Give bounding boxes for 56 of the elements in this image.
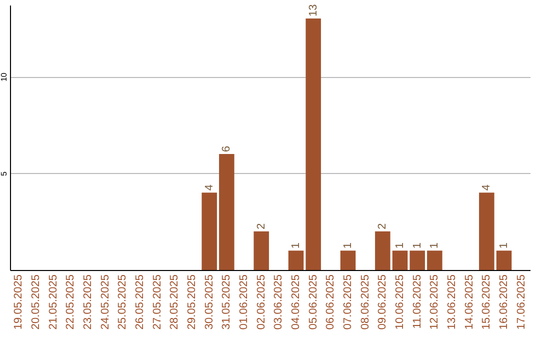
x-tick-label: 07.06.2025 [342, 274, 354, 330]
x-tick-label: 25.05.2025 [116, 274, 129, 330]
bar [375, 231, 390, 270]
bar [479, 192, 494, 270]
bar [306, 18, 321, 270]
x-tick-label: 08.06.2025 [359, 274, 372, 330]
bar [219, 154, 234, 270]
x-tick-label: 26.05.2025 [134, 274, 146, 330]
x-tick-label: 21.05.2025 [47, 274, 60, 330]
data-label: 6 [220, 146, 233, 152]
data-label: 13 [307, 4, 320, 17]
x-tick-label: 02.06.2025 [255, 274, 268, 330]
x-tick-label: 17.06.2025 [515, 274, 528, 330]
bar [202, 192, 217, 270]
x-tick-label: 20.05.2025 [30, 274, 42, 330]
x-tick-label: 01.06.2025 [238, 274, 250, 330]
data-label: 2 [255, 223, 268, 230]
x-tick-label: 16.06.2025 [498, 274, 510, 330]
x-tick-label: 04.06.2025 [290, 274, 302, 330]
x-tick-label: 27.05.2025 [151, 274, 164, 330]
bar [410, 250, 425, 270]
x-tick-label: 19.05.2025 [12, 274, 25, 330]
x-tick-label: 22.05.2025 [64, 274, 77, 330]
data-label: 1 [342, 242, 354, 249]
x-tick-label: 15.06.2025 [480, 274, 493, 330]
x-tick-label: 09.06.2025 [376, 274, 389, 330]
data-label: 2 [376, 223, 389, 230]
x-tick-label: 23.05.2025 [82, 274, 94, 330]
bar [254, 231, 269, 270]
data-label: 1 [428, 242, 441, 249]
x-tick-label: 31.05.2025 [220, 274, 233, 330]
y-tick-label: 5 [0, 171, 8, 176]
bar [496, 250, 512, 270]
bar [288, 250, 304, 270]
x-tick-label: 28.05.2025 [168, 274, 181, 330]
data-label: 1 [290, 242, 302, 249]
x-tick-label: 03.06.2025 [272, 274, 285, 330]
x-tick-label: 10.06.2025 [394, 274, 406, 330]
x-tick-label: 12.06.2025 [428, 274, 441, 330]
data-label: 1 [498, 242, 510, 249]
x-tick-label: 30.05.2025 [203, 274, 216, 330]
x-tick-label: 29.05.2025 [186, 274, 198, 330]
data-label: 1 [411, 242, 424, 249]
x-tick-label: 05.06.2025 [307, 274, 320, 330]
x-tick-label: 14.06.2025 [463, 274, 476, 330]
bar [392, 250, 408, 270]
data-label: 4 [203, 184, 216, 191]
bar [427, 250, 442, 270]
bar [340, 250, 356, 270]
data-label: 1 [394, 242, 406, 249]
y-tick-label: 10 [0, 72, 8, 82]
x-tick-label: 13.06.2025 [446, 274, 458, 330]
x-tick-label: 24.05.2025 [99, 274, 112, 330]
data-label: 4 [480, 184, 493, 191]
x-tick-label: 06.06.2025 [324, 274, 337, 330]
x-tick-label: 11.06.2025 [411, 274, 424, 329]
